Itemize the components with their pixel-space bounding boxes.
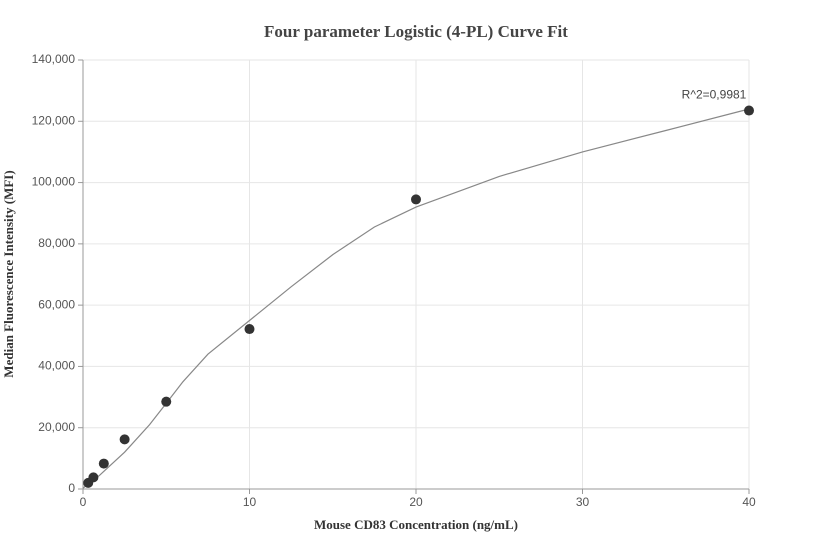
x-tick-label: 20 <box>409 495 423 509</box>
y-tick-label: 80,000 <box>38 236 75 250</box>
y-tick-label: 40,000 <box>38 359 75 373</box>
x-axis-title: Mouse CD83 Concentration (ng/mL) <box>314 517 518 532</box>
data-point <box>744 105 754 116</box>
y-tick-label: 100,000 <box>32 175 76 189</box>
fit-curve <box>82 108 750 489</box>
data-point <box>244 324 255 335</box>
data-point <box>161 396 172 407</box>
x-tick-label: 10 <box>243 495 257 509</box>
y-axis-title: Median Fluorescence Intensity (MFI) <box>1 170 16 377</box>
data-point <box>88 472 99 483</box>
data-point <box>119 434 130 445</box>
annotation: R^2=0,9981 <box>682 88 747 102</box>
data-point <box>98 458 109 469</box>
x-tick-label: 30 <box>576 495 590 509</box>
y-tick-label: 120,000 <box>32 113 76 127</box>
data-point <box>411 194 421 205</box>
chart-title: Four parameter Logistic (4-PL) Curve Fit <box>264 22 568 41</box>
x-tick-label: 0 <box>80 495 87 509</box>
y-tick-label: 0 <box>68 481 75 495</box>
y-tick-label: 140,000 <box>32 52 76 66</box>
x-tick-label: 40 <box>742 495 756 509</box>
y-tick-label: 20,000 <box>38 420 75 434</box>
y-tick-label: 60,000 <box>38 297 75 311</box>
